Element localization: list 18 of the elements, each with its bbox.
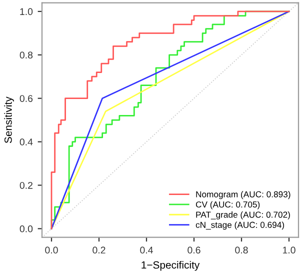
x-tick-label: 0.6 (188, 246, 200, 254)
y-tick-label: 0.0 (20, 225, 33, 232)
y-tick-label: 0.2 (20, 182, 32, 189)
y-tick-label: 0.6 (20, 95, 33, 102)
x-tick-label: 1.0 (282, 246, 296, 254)
legend-label: Nomogram (AUC: 0.893) (196, 191, 290, 200)
legend-label: PAT_grade (AUC: 0.702) (196, 211, 290, 220)
y-tick-label: 0.4 (20, 138, 33, 146)
x-tick-label: 0.0 (45, 246, 58, 254)
x-tick-label: 0.4 (140, 246, 153, 254)
y-tick-label: 0.8 (20, 52, 33, 59)
x-axis-title: 1−Specificity (142, 261, 200, 271)
y-tick-label: 1.0 (20, 8, 33, 16)
x-tick-label: 0.8 (235, 246, 248, 254)
legend-label: cN_stage (AUC: 0.694) (196, 222, 284, 230)
legend-label: CV (AUC: 0.705) (196, 201, 260, 210)
x-tick-label: 0.2 (92, 246, 106, 254)
y-axis-title: Sensitivity (4, 96, 14, 144)
